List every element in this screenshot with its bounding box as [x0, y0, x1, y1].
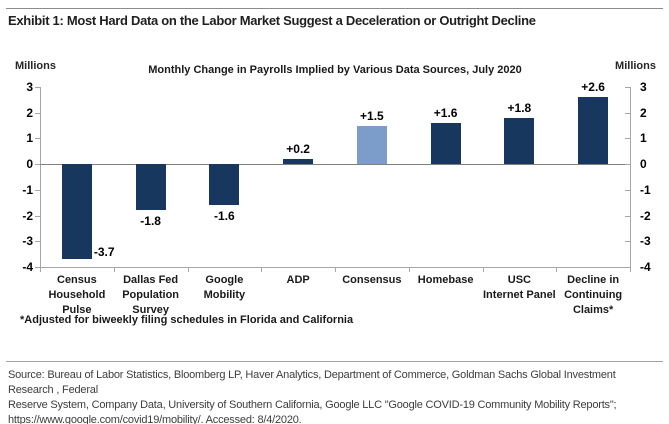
bar-value-label: +1.6 — [433, 106, 458, 120]
bar — [61, 164, 92, 260]
y-tick-mark — [35, 87, 40, 88]
bar-value-label: +1.5 — [360, 108, 384, 123]
y-axis-left — [40, 87, 41, 267]
x-axis-category-label: ADP — [286, 274, 310, 286]
y-tick-mark — [35, 267, 40, 268]
bar-value-label: +0.2 — [286, 142, 310, 156]
y-axis-tick-label: 3 — [26, 80, 33, 94]
y-axis-tick-label: 2 — [26, 105, 33, 120]
y-axis-tick-label: -2 — [640, 208, 651, 223]
y-axis-tick-label: 2 — [640, 105, 647, 120]
bar — [430, 123, 461, 165]
x-tick-mark — [113, 267, 115, 272]
y-tick-mark — [625, 189, 630, 191]
bar — [283, 159, 314, 165]
zero-line — [40, 164, 630, 166]
y-tick-mark — [625, 267, 630, 268]
x-tick-mark — [556, 267, 558, 272]
y-tick-mark — [625, 164, 630, 166]
y-tick-mark — [35, 112, 40, 114]
bar-value-label: -1.8 — [140, 214, 161, 229]
y-axis-tick-label: 1 — [26, 131, 33, 146]
x-tick-mark — [261, 267, 263, 272]
y-axis-tick-label: -3 — [22, 234, 33, 249]
x-tick-mark — [40, 267, 41, 272]
bottom-divider — [6, 361, 663, 362]
y-tick-mark — [625, 138, 630, 140]
bar-value-label: -3.7 — [93, 245, 115, 260]
y-axis-tick-label: -1 — [22, 182, 33, 197]
y-tick-mark — [625, 241, 630, 243]
exhibit-title: Exhibit 1: Most Hard Data on the Labor M… — [8, 13, 536, 28]
bar-value-label: +2.6 — [581, 80, 605, 95]
y-tick-mark — [35, 164, 40, 166]
top-divider — [6, 8, 663, 9]
y-tick-mark — [625, 112, 630, 114]
bar — [209, 164, 240, 206]
y-axis-unit-left: Millions — [15, 60, 56, 72]
source-line: https://www.google.com/covid19/mobility/… — [8, 414, 302, 424]
y-axis-tick-label: 0 — [26, 157, 33, 172]
y-axis-tick-label: -3 — [640, 234, 651, 249]
chart-title: Monthly Change in Payrolls Implied by Va… — [148, 64, 522, 76]
y-tick-mark — [35, 215, 40, 217]
bar-value-label: -1.6 — [214, 209, 235, 224]
x-axis-category-label: Homebase — [417, 274, 474, 286]
bar-value-label: +1.8 — [507, 100, 532, 115]
footnote: *Adjusted for biweekly filing schedules … — [20, 314, 354, 326]
y-axis-right — [630, 87, 631, 267]
x-tick-mark — [187, 267, 189, 272]
x-axis-category-label: Census Household Pulse — [48, 274, 106, 316]
bar — [578, 97, 609, 165]
y-axis-tick-label: 0 — [640, 157, 647, 172]
x-tick-mark — [335, 267, 336, 272]
x-axis-category-label: Consensus — [342, 274, 402, 286]
x-tick-mark — [630, 267, 631, 272]
y-axis-tick-label: -1 — [640, 182, 651, 197]
y-axis-tick-label: 1 — [640, 131, 647, 146]
x-tick-mark — [408, 267, 410, 272]
y-axis-unit-right: Millions — [615, 60, 656, 72]
bar — [135, 164, 166, 211]
x-axis-category-label: Google Mobility — [203, 274, 246, 301]
x-axis-category-label: Decline in Continuing Claims* — [564, 274, 623, 316]
y-tick-mark — [35, 241, 40, 243]
y-tick-mark — [35, 189, 40, 191]
bar — [356, 125, 387, 165]
source-line: Reserve System, Company Data, University… — [8, 399, 617, 411]
y-tick-mark — [625, 87, 630, 88]
y-axis-tick-label: -4 — [640, 260, 651, 274]
y-axis-tick-label: 3 — [640, 80, 647, 94]
source-note: Source: Bureau of Labor Statistics, Bloo… — [8, 368, 661, 424]
y-axis-tick-label: -2 — [22, 208, 33, 223]
bar — [504, 117, 535, 165]
source-line: Source: Bureau of Labor Statistics, Bloo… — [8, 369, 616, 396]
x-axis-category-label: USC Internet Panel — [483, 274, 556, 301]
y-tick-mark — [35, 138, 40, 140]
y-tick-mark — [625, 215, 630, 217]
y-axis-tick-label: -4 — [22, 260, 33, 274]
x-axis-category-label: Dallas Fed Population Survey — [122, 274, 180, 316]
x-tick-mark — [482, 267, 484, 272]
